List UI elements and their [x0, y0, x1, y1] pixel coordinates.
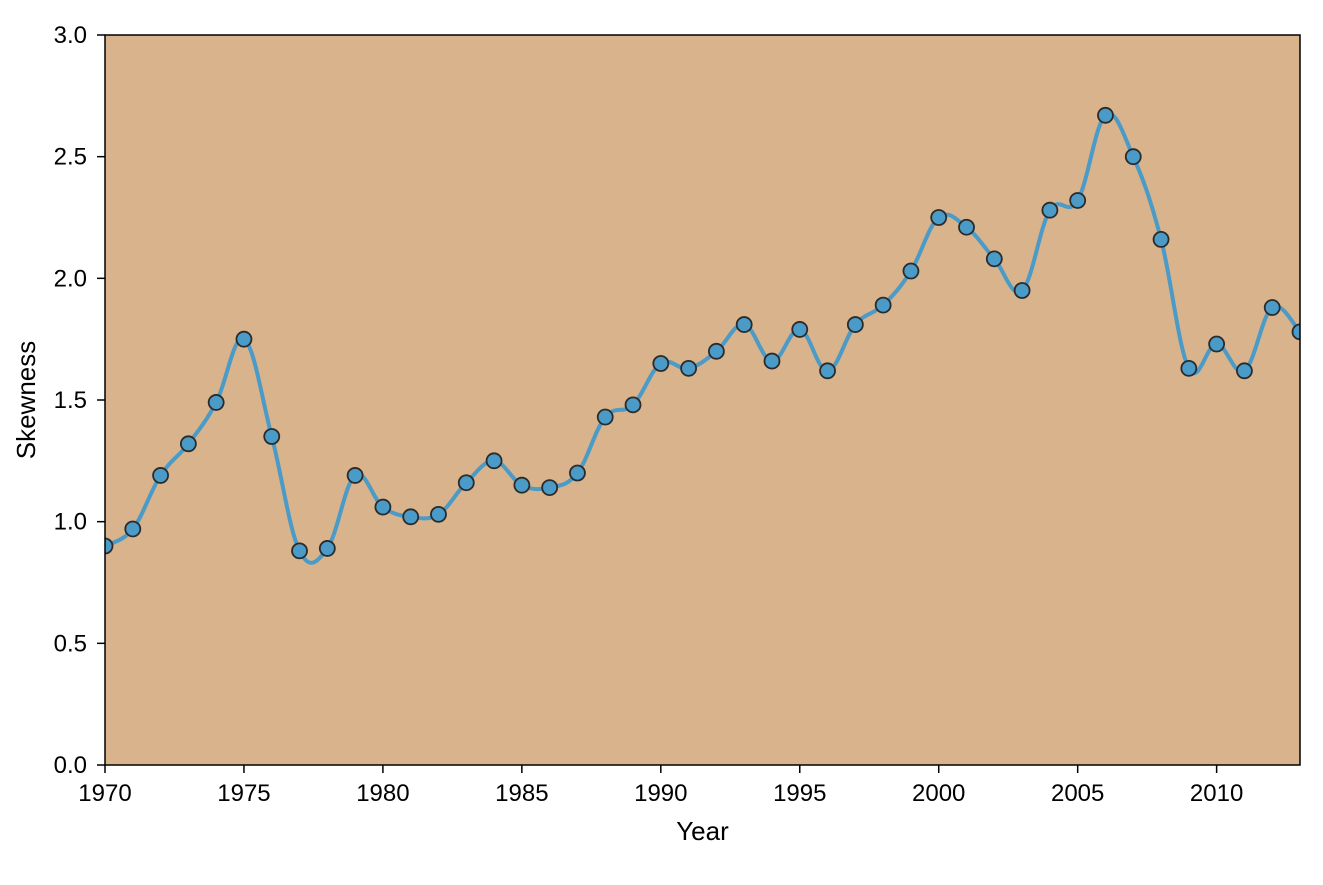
data-point [987, 251, 1002, 266]
data-point [959, 220, 974, 235]
y-tick-label: 1.0 [54, 509, 87, 536]
x-tick-label: 2000 [912, 780, 965, 807]
data-point [737, 317, 752, 332]
data-point [125, 521, 140, 536]
data-point [903, 264, 918, 279]
data-point [570, 466, 585, 481]
chart-container: 1970 1975 1980 1985 1990 1995 2000 2005 2010 0.0 0… [0, 0, 1323, 885]
data-point [542, 480, 557, 495]
data-point [264, 429, 279, 444]
data-point [1154, 232, 1169, 247]
data-point [1042, 203, 1057, 218]
data-point [1098, 108, 1113, 123]
x-tick-label: 1995 [773, 780, 826, 807]
y-tick-label: 0.5 [54, 630, 87, 657]
data-point [153, 468, 168, 483]
data-point [764, 354, 779, 369]
y-tick-label: 0.0 [54, 752, 87, 779]
data-point [876, 298, 891, 313]
data-point [1181, 361, 1196, 376]
y-tick-label: 2.0 [54, 265, 87, 292]
data-point [1209, 337, 1224, 352]
x-tick-label: 1990 [634, 780, 687, 807]
x-tick-label: 2010 [1190, 780, 1243, 807]
data-point [1015, 283, 1030, 298]
data-point [1265, 300, 1280, 315]
data-point [431, 507, 446, 522]
data-point [209, 395, 224, 410]
data-point [681, 361, 696, 376]
line-chart: 1970 1975 1980 1985 1990 1995 2000 2005 2010 0.0 0… [0, 0, 1323, 885]
data-point [626, 397, 641, 412]
x-tick-label: 2005 [1051, 780, 1104, 807]
x-tick-label: 1975 [217, 780, 270, 807]
data-point [514, 478, 529, 493]
data-point [375, 500, 390, 515]
data-point [820, 363, 835, 378]
data-point [403, 509, 418, 524]
data-point [181, 436, 196, 451]
y-tick-label: 3.0 [54, 22, 87, 49]
data-point [459, 475, 474, 490]
x-axis-label: Year [676, 816, 729, 846]
data-point [487, 453, 502, 468]
data-point [348, 468, 363, 483]
data-point [709, 344, 724, 359]
y-tick-label: 1.5 [54, 387, 87, 414]
data-point [320, 541, 335, 556]
data-point [1237, 363, 1252, 378]
data-point [1070, 193, 1085, 208]
data-point [598, 410, 613, 425]
data-point [1126, 149, 1141, 164]
data-point [292, 543, 307, 558]
data-point [653, 356, 668, 371]
data-point [236, 332, 251, 347]
data-point [848, 317, 863, 332]
data-point [931, 210, 946, 225]
data-point [792, 322, 807, 337]
plot-background [105, 35, 1300, 765]
x-tick-label: 1985 [495, 780, 548, 807]
x-tick-label: 1980 [356, 780, 409, 807]
y-tick-label: 2.5 [54, 144, 87, 171]
x-tick-label: 1970 [78, 780, 131, 807]
y-axis-label: Skewness [11, 341, 41, 460]
